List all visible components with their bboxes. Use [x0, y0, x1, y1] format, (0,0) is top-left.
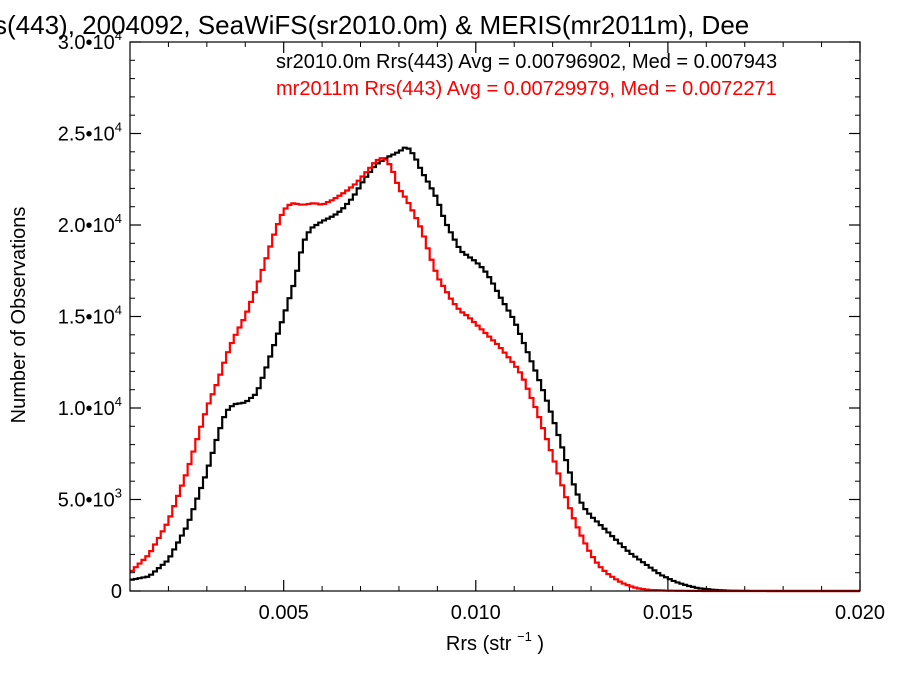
y-axis-label: Number of Observations	[8, 207, 30, 424]
series-line-sr2010.0m	[130, 146, 860, 593]
legend-entry-sr2010.0m: sr2010.0m Rrs(443) Avg = 0.00796902, Med…	[276, 51, 777, 73]
x-axis-label-main: Rrs (str	[446, 633, 512, 655]
y-tick-label: 3.0•104	[58, 28, 122, 54]
plot-frame	[129, 41, 861, 592]
y-tick-label: 1.0•104	[58, 394, 122, 420]
x-tick-label: 0.015	[643, 602, 693, 624]
x-axis-label-sup: −1	[517, 629, 532, 644]
x-tick-labels: 0.005 0.010 0.015 0.020	[259, 602, 885, 624]
y-tick-label: 1.5•104	[58, 303, 122, 329]
legend-entry-mr2011m: mr2011m Rrs(443) Avg = 0.00729979, Med =…	[276, 78, 777, 100]
y-tick-label: 2.5•104	[58, 120, 122, 146]
chart-title: s(443), 2004092, SeaWiFS(sr2010.0m) & ME…	[0, 10, 749, 40]
y-tick-labels: 0 5.0•103 1.0•104 1.5•104 2.0•104 2.5•104 3.0•…	[58, 28, 122, 603]
y-tick-label: 2.0•104	[58, 211, 122, 237]
x-tick-label: 0.020	[835, 602, 885, 624]
x-axis-label-suffix: )	[537, 633, 544, 655]
x-axis-label: Rrs (str −1 )	[446, 624, 544, 655]
legend: sr2010.0m Rrs(443) Avg = 0.00796902, Med…	[276, 51, 777, 100]
x-tick-label: 0.010	[451, 602, 501, 624]
x-tick-label: 0.005	[259, 602, 309, 624]
y-tick-label: 5.0•103	[58, 486, 122, 512]
y-tick-label: 0	[111, 581, 122, 603]
